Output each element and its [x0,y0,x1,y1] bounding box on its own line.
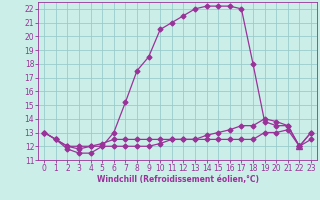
X-axis label: Windchill (Refroidissement éolien,°C): Windchill (Refroidissement éolien,°C) [97,175,259,184]
